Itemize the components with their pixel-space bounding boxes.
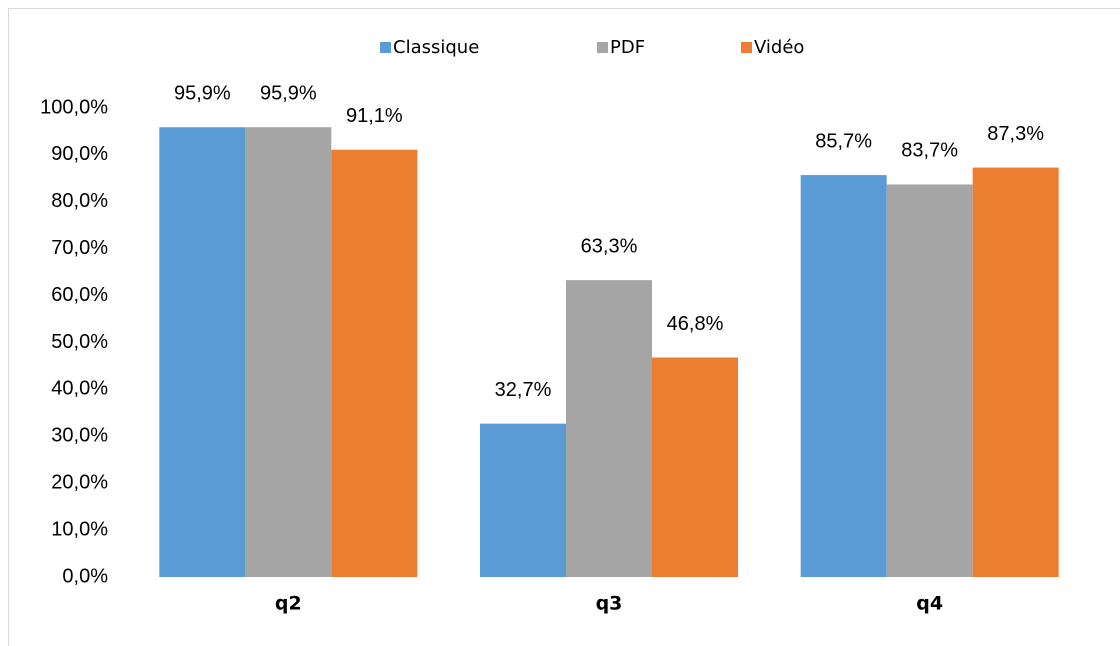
legend-label: Vidéo	[754, 37, 804, 58]
data-label: 83,7%	[901, 140, 958, 162]
y-tick-label: 100,0%	[40, 96, 108, 118]
y-tick-label: 20,0%	[51, 471, 108, 493]
x-tick-label: q4	[916, 593, 943, 615]
y-tick-label: 70,0%	[51, 237, 108, 259]
y-tick-label: 60,0%	[51, 284, 108, 306]
legend-swatch	[597, 42, 608, 53]
data-label: 63,3%	[581, 235, 638, 257]
bar	[972, 167, 1059, 578]
bar	[800, 175, 887, 577]
bar	[886, 184, 973, 577]
bar	[245, 127, 332, 577]
data-label: 91,1%	[346, 105, 403, 127]
x-tick-label: q3	[596, 593, 623, 615]
bar	[566, 280, 652, 577]
data-label: 32,7%	[495, 379, 552, 401]
y-tick-label: 10,0%	[51, 518, 108, 540]
data-label: 46,8%	[667, 313, 724, 335]
y-tick-label: 80,0%	[51, 190, 108, 212]
data-label: 85,7%	[815, 130, 872, 152]
y-tick-label: 40,0%	[51, 378, 108, 400]
x-tick-label: q2	[275, 593, 302, 615]
bar	[480, 423, 566, 577]
chart-frame	[8, 8, 1120, 646]
y-tick-label: 0,0%	[62, 565, 108, 587]
legend-label: PDF	[610, 37, 645, 58]
legend-label: Classique	[393, 37, 479, 58]
bar	[652, 357, 738, 577]
bar	[159, 127, 246, 577]
legend-swatch	[741, 42, 752, 53]
bar	[331, 149, 418, 577]
y-tick-label: 90,0%	[51, 143, 108, 165]
data-label: 95,9%	[174, 83, 231, 105]
data-label: 95,9%	[260, 83, 317, 105]
legend-swatch	[380, 42, 391, 53]
y-tick-label: 50,0%	[51, 331, 108, 353]
y-tick-label: 30,0%	[51, 425, 108, 447]
data-label: 87,3%	[987, 123, 1044, 145]
